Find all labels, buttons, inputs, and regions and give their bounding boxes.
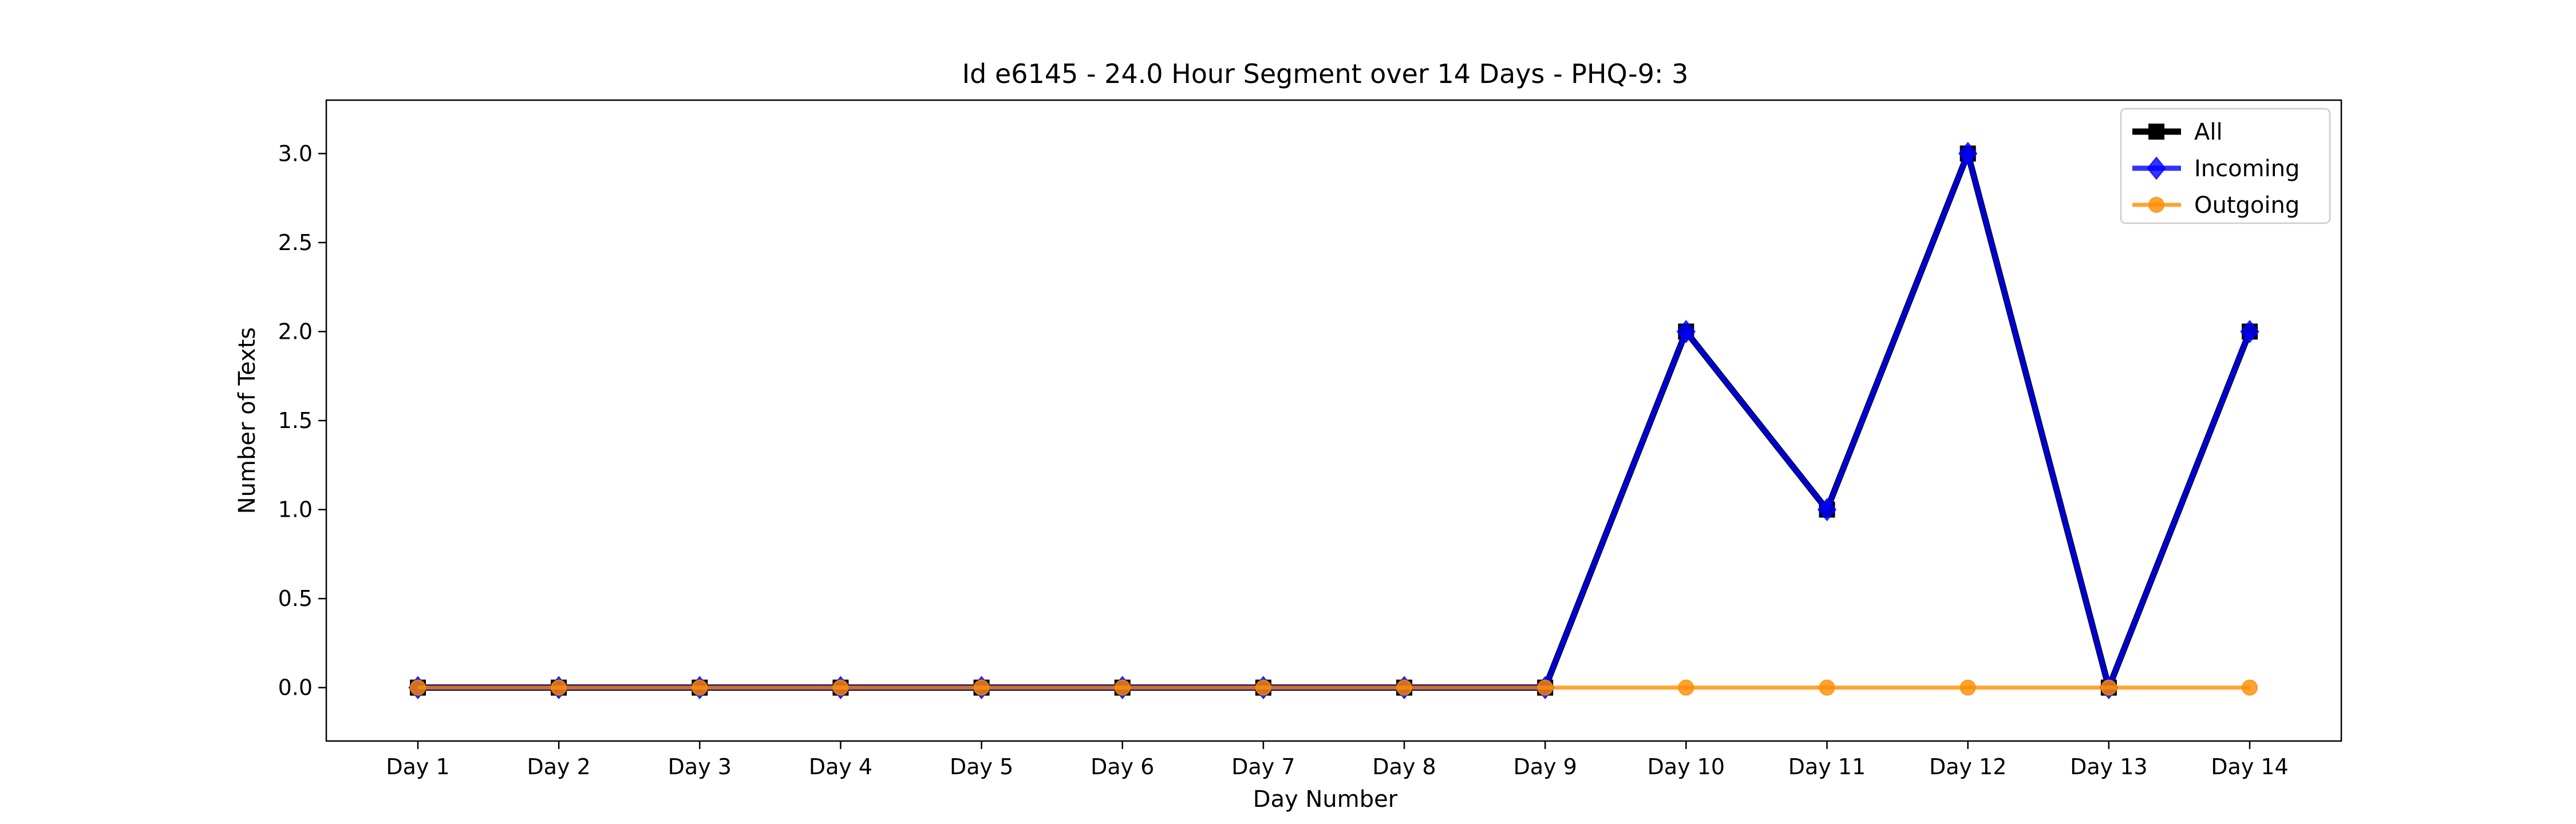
- x-tick-label: Day 9: [1514, 754, 1577, 779]
- legend-label: Incoming: [2194, 156, 2300, 182]
- x-tick-label: Day 10: [1647, 754, 1725, 779]
- x-tick-label: Day 6: [1091, 754, 1154, 779]
- data-point: [1678, 679, 1694, 696]
- data-point: [692, 679, 708, 696]
- y-axis-label: Number of Texts: [234, 327, 260, 514]
- data-point: [1958, 141, 1978, 165]
- x-tick-label: Day 12: [1929, 754, 2006, 779]
- y-tick-label: 1.0: [278, 497, 313, 522]
- data-point: [1255, 679, 1271, 696]
- data-point: [1396, 679, 1413, 696]
- x-tick-label: Day 5: [950, 754, 1013, 779]
- legend-item: Incoming: [2132, 156, 2300, 182]
- x-tick-label: Day 11: [1788, 754, 1866, 779]
- x-tick-label: Day 8: [1372, 754, 1436, 779]
- x-tick-label: Day 3: [668, 754, 732, 779]
- y-axis: 0.0 0.5 1.0 1.5 2.0 2.5 3.0: [278, 141, 326, 700]
- series-outgoing: [410, 679, 2258, 696]
- y-tick-label: 3.0: [278, 141, 313, 166]
- data-point: [1817, 498, 1837, 522]
- legend-swatch-marker: [2148, 197, 2164, 213]
- y-tick-label: 2.5: [278, 230, 313, 255]
- legend-label: All: [2194, 119, 2223, 145]
- data-point: [973, 679, 990, 696]
- legend: All Incoming Outgoing: [2120, 108, 2331, 224]
- y-tick-label: 0.0: [278, 675, 313, 700]
- legend-swatch-marker: [2148, 124, 2164, 140]
- data-point: [2242, 679, 2258, 696]
- data-point: [1819, 679, 1835, 696]
- legend-label: Outgoing: [2194, 192, 2300, 219]
- series-layer: [408, 141, 2259, 700]
- data-point: [2100, 679, 2117, 696]
- y-tick-label: 2.0: [278, 319, 313, 344]
- y-tick-label: 0.5: [278, 586, 313, 611]
- legend-item: All: [2132, 119, 2223, 145]
- data-point: [1114, 679, 1131, 696]
- legend-item: Outgoing: [2132, 192, 2300, 219]
- x-tick-label: Day 4: [809, 754, 872, 779]
- data-point: [1676, 319, 1696, 343]
- x-axis: Day 1 Day 2 Day 3 Day 4 Day 5 Day 6 Day 7 Day 8…: [386, 741, 2289, 779]
- legend-box: [2120, 108, 2331, 224]
- data-point: [2240, 319, 2259, 343]
- x-tick-label: Day 14: [2211, 754, 2288, 779]
- data-point: [832, 679, 849, 696]
- data-point: [551, 679, 567, 696]
- chart-title: Id e6145 - 24.0 Hour Segment over 14 Day…: [962, 58, 1689, 89]
- x-axis-label: Day Number: [1253, 786, 1398, 813]
- legend-swatch-marker: [2147, 156, 2166, 180]
- x-tick-label: Day 2: [527, 754, 591, 779]
- x-tick-label: Day 13: [2070, 754, 2147, 779]
- data-point: [410, 679, 426, 696]
- data-point: [1537, 679, 1554, 696]
- x-tick-label: Day 7: [1231, 754, 1295, 779]
- y-tick-label: 1.5: [278, 408, 313, 433]
- data-point: [1959, 679, 1976, 696]
- x-tick-label: Day 1: [386, 754, 449, 779]
